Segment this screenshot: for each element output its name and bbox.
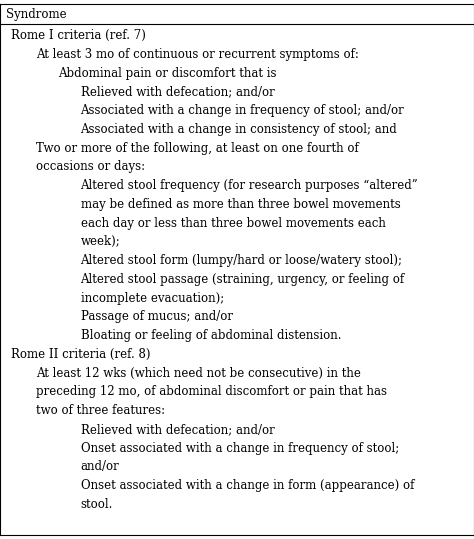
Text: Bloating or feeling of abdominal distension.: Bloating or feeling of abdominal distens… [81, 329, 341, 342]
Text: Altered stool passage (straining, urgency, or feeling of: Altered stool passage (straining, urgenc… [81, 273, 405, 286]
Text: Passage of mucus; and/or: Passage of mucus; and/or [81, 310, 233, 323]
Text: Two or more of the following, at least on one fourth of: Two or more of the following, at least o… [36, 142, 359, 155]
Text: Onset associated with a change in form (appearance) of: Onset associated with a change in form (… [81, 479, 414, 492]
Text: Relieved with defecation; and/or: Relieved with defecation; and/or [81, 85, 274, 99]
Text: Relieved with defecation; and/or: Relieved with defecation; and/or [81, 423, 274, 436]
Text: Rome II criteria (ref. 8): Rome II criteria (ref. 8) [11, 348, 151, 361]
Text: preceding 12 mo, of abdominal discomfort or pain that has: preceding 12 mo, of abdominal discomfort… [36, 385, 387, 398]
Text: stool.: stool. [81, 498, 113, 511]
Text: each day or less than three bowel movements each: each day or less than three bowel moveme… [81, 217, 385, 230]
Text: Altered stool frequency (for research purposes “altered”: Altered stool frequency (for research pu… [81, 179, 419, 192]
Text: Altered stool form (lumpy/hard or loose/watery stool);: Altered stool form (lumpy/hard or loose/… [81, 254, 402, 267]
Text: Rome I criteria (ref. 7): Rome I criteria (ref. 7) [11, 29, 146, 42]
Text: incomplete evacuation);: incomplete evacuation); [81, 292, 224, 305]
Text: Onset associated with a change in frequency of stool;: Onset associated with a change in freque… [81, 441, 399, 455]
Text: two of three features:: two of three features: [36, 404, 165, 417]
Text: Syndrome: Syndrome [6, 8, 66, 20]
Text: Associated with a change in consistency of stool; and: Associated with a change in consistency … [81, 123, 397, 136]
Text: Associated with a change in frequency of stool; and/or: Associated with a change in frequency of… [81, 104, 404, 117]
Text: At least 3 mo of continuous or recurrent symptoms of:: At least 3 mo of continuous or recurrent… [36, 48, 359, 61]
Text: occasions or days:: occasions or days: [36, 161, 145, 174]
Text: Abdominal pain or discomfort that is: Abdominal pain or discomfort that is [58, 67, 277, 80]
Text: and/or: and/or [81, 460, 119, 473]
Text: At least 12 wks (which need not be consecutive) in the: At least 12 wks (which need not be conse… [36, 367, 361, 379]
Text: week);: week); [81, 236, 120, 248]
Text: may be defined as more than three bowel movements: may be defined as more than three bowel … [81, 198, 401, 211]
